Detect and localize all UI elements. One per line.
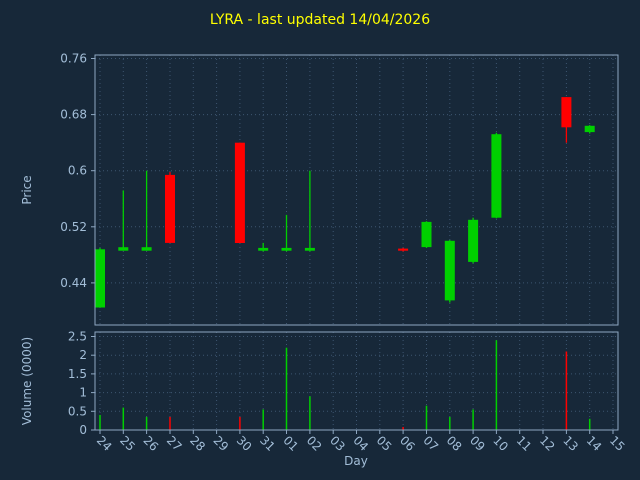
svg-text:10: 10 [490, 433, 511, 454]
svg-text:1: 1 [79, 386, 87, 400]
svg-text:29: 29 [210, 433, 231, 454]
svg-text:12: 12 [537, 433, 558, 454]
x-axis-label: Day [344, 454, 368, 468]
svg-text:30: 30 [234, 433, 255, 454]
svg-text:0.52: 0.52 [60, 220, 87, 234]
chart-title: LYRA - last updated 14/04/2026 [209, 12, 431, 28]
svg-text:03: 03 [327, 433, 348, 454]
svg-text:15: 15 [607, 433, 628, 454]
svg-text:14: 14 [584, 433, 605, 454]
svg-text:0.6: 0.6 [68, 164, 87, 178]
svg-text:24: 24 [94, 433, 115, 454]
svg-text:01: 01 [280, 433, 301, 454]
svg-text:0: 0 [79, 423, 87, 437]
svg-text:0.5: 0.5 [68, 404, 87, 418]
svg-text:26: 26 [140, 433, 161, 454]
svg-text:31: 31 [257, 433, 278, 454]
svg-text:02: 02 [304, 433, 325, 454]
svg-text:27: 27 [164, 433, 185, 454]
svg-text:13: 13 [560, 433, 581, 454]
svg-text:0.68: 0.68 [60, 108, 87, 122]
svg-text:28: 28 [187, 433, 208, 454]
svg-text:2: 2 [79, 348, 87, 362]
svg-text:1.5: 1.5 [68, 367, 87, 381]
svg-text:2.5: 2.5 [68, 330, 87, 344]
svg-text:25: 25 [117, 433, 138, 454]
svg-text:07: 07 [420, 433, 441, 454]
svg-text:04: 04 [350, 433, 371, 454]
svg-text:08: 08 [444, 433, 465, 454]
svg-text:05: 05 [374, 433, 395, 454]
svg-text:11: 11 [514, 433, 535, 454]
svg-text:06: 06 [397, 433, 418, 454]
svg-text:0.44: 0.44 [60, 276, 87, 290]
svg-text:09: 09 [467, 433, 488, 454]
svg-text:0.76: 0.76 [60, 52, 87, 66]
